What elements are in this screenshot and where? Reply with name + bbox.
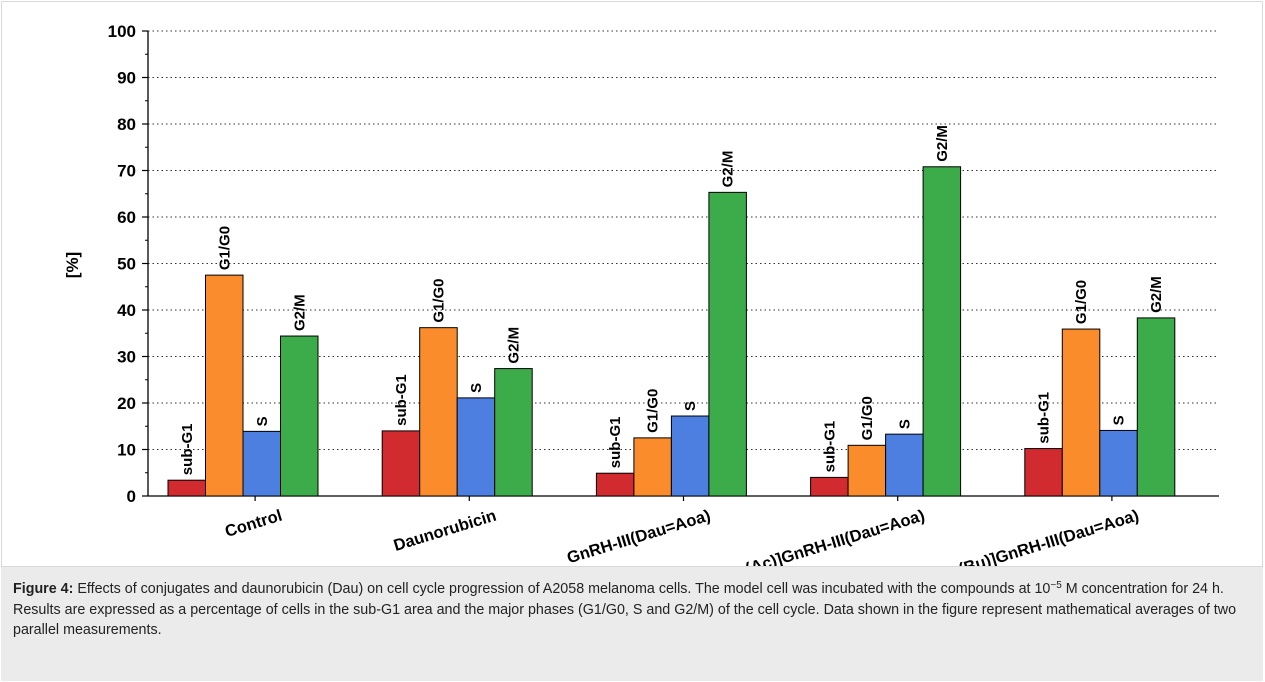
y-tick-label: 20 (117, 394, 136, 413)
bar (494, 368, 533, 497)
x-category-label: GnRH-III(Dau=Aoa) (565, 507, 713, 566)
bar (456, 397, 496, 497)
bar (885, 433, 924, 497)
bar-series-label: S (1111, 415, 1128, 425)
bar-series-label: G2/M (291, 294, 308, 331)
y-tick-label: 40 (117, 301, 136, 320)
bar-series-label: G2/M (505, 327, 522, 364)
bar (708, 191, 747, 497)
figure-caption: Figure 4: Effects of conjugates and daun… (1, 567, 1263, 681)
y-tick-label: 100 (108, 22, 136, 41)
bar-series-label: G2/M (720, 151, 737, 188)
bar (280, 335, 319, 497)
x-category-label: [4Lys(Ac)]GnRH-III(Dau=Aoa) (706, 506, 927, 566)
x-category-label: [4Lys(Bu)]GnRH-III(Dau=Aoa) (919, 506, 1141, 566)
bar-series-label: sub-G1 (821, 421, 838, 473)
y-tick-label: 50 (117, 255, 136, 274)
bar-series-label: sub-G1 (179, 424, 196, 476)
bar (810, 476, 849, 497)
bar (167, 479, 206, 497)
bar (1024, 448, 1063, 497)
y-tick-label: 70 (117, 162, 136, 181)
caption-text-part2: M concentration for 24 h. Results are ex… (13, 581, 1237, 638)
bar-chart: 0 10 20 30 40 50 60 70 80 90 100 [%] sub-G1 G1/G0 S G2/… (63, 22, 1219, 566)
bar-series-label: S (468, 383, 485, 393)
x-category-label: Daunorubicin (392, 507, 499, 555)
chart-frame: 0 10 20 30 40 50 60 70 80 90 100 [%] sub-G1 G1/G0 S G2/… (1, 1, 1263, 567)
y-tick-label: 60 (117, 208, 136, 227)
bar-series-label: S (682, 401, 699, 411)
bar-series-label: G1/G0 (859, 396, 876, 440)
bar-series-label: sub-G1 (393, 374, 410, 426)
bar (419, 327, 458, 497)
bar (595, 472, 635, 497)
bar (242, 430, 281, 497)
bar-series-label: G2/M (934, 125, 951, 162)
bar (847, 444, 887, 497)
bar-series-label: S (896, 419, 913, 429)
bar-series-label: sub-G1 (607, 417, 624, 469)
bar-series-label: G1/G0 (216, 226, 233, 270)
bar (633, 437, 672, 497)
bar (922, 166, 962, 497)
y-axis-label: [%] (63, 252, 82, 278)
bar (1061, 328, 1101, 497)
x-category-label: Control (223, 507, 284, 541)
bar (1099, 429, 1138, 497)
bar-series-label: G1/G0 (1073, 280, 1090, 324)
bar-series-label: S (254, 416, 271, 426)
y-tick-label: 30 (117, 348, 136, 367)
bar (1136, 317, 1176, 497)
y-tick-label: 90 (117, 69, 136, 88)
caption-text-part1: Effects of conjugates and daunorubicin (… (73, 581, 1051, 597)
bar (381, 430, 421, 497)
bar-series-label: G1/G0 (430, 278, 447, 322)
y-tick-label: 80 (117, 115, 136, 134)
bar-series-label: G2/M (1148, 276, 1165, 313)
y-tick-label: 0 (127, 487, 136, 506)
caption-figure-label: Figure 4: (13, 581, 74, 597)
y-tick-label: 10 (117, 441, 136, 460)
bar (205, 274, 244, 497)
caption-exponent: −5 (1050, 580, 1062, 591)
bar-series-label: sub-G1 (1036, 392, 1053, 444)
bar-series-label: G1/G0 (645, 389, 662, 433)
bar (670, 415, 710, 497)
